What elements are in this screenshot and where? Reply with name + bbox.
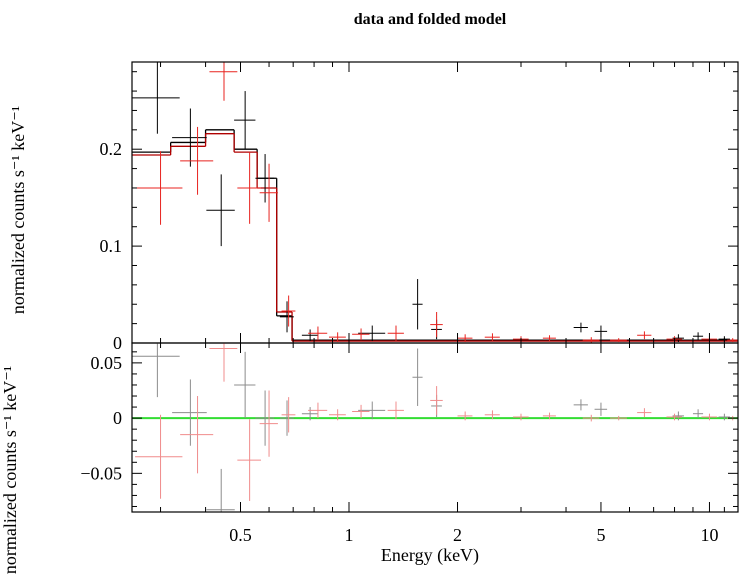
- plot-frame: [131, 61, 739, 344]
- y-tick-label: 0: [113, 408, 122, 428]
- x-tick-label: 5: [596, 525, 605, 545]
- y-axis-label: normalized counts s⁻¹ keV⁻¹: [0, 366, 20, 574]
- y-tick-label: 0.2: [100, 139, 123, 159]
- y-tick-label: 0: [113, 333, 122, 353]
- y-tick-label: 0.05: [91, 353, 123, 373]
- x-tick-label: 0.5: [229, 525, 252, 545]
- y-axis-label: normalized counts s⁻¹ keV⁻¹: [8, 106, 28, 314]
- x-tick-label: 1: [345, 525, 354, 545]
- plot-area: [132, 62, 738, 343]
- y-tick-label: −0.05: [80, 463, 122, 483]
- x-tick-label: 10: [700, 525, 718, 545]
- plot-area: [132, 343, 738, 512]
- x-axis-label: Energy (keV): [381, 545, 479, 566]
- chart-title: data and folded model: [354, 11, 507, 28]
- y-tick-label: 0.1: [100, 236, 123, 256]
- x-tick-label: 2: [453, 525, 462, 545]
- plot-frame: [131, 342, 739, 513]
